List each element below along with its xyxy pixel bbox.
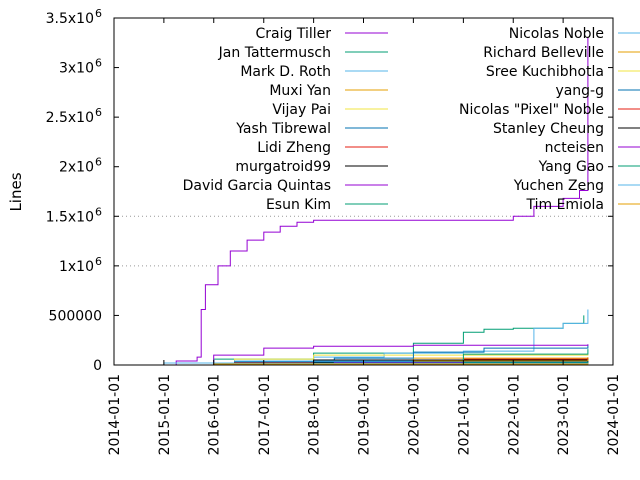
x-tick-label: 2023-01-01 <box>556 374 572 455</box>
legend-label: Esun Kim <box>266 197 331 213</box>
legend-label: Lidi Zheng <box>257 140 331 156</box>
x-tick-label: 2024-01-01 <box>606 374 622 455</box>
legend-label: Sree Kuchibhotla <box>486 64 604 80</box>
series-line <box>171 309 589 366</box>
legend-label: Richard Belleville <box>483 45 604 61</box>
series-line <box>168 37 589 366</box>
y-tick-label: 3.5x10 <box>46 11 94 27</box>
legend-label: Tim Emiola <box>525 197 604 213</box>
legend-label: yang-g <box>555 83 604 99</box>
grid-layer <box>114 215 613 267</box>
y-tick-exponent: 6 <box>95 156 102 169</box>
legend-label: Craig Tiller <box>256 26 332 42</box>
y-tick-label: 500000 <box>49 308 102 324</box>
x-tick-label: 2021-01-01 <box>456 374 472 455</box>
series-layer <box>155 37 589 366</box>
legend-label: David Garcia Quintas <box>183 178 331 194</box>
x-tick-label: 2014-01-01 <box>107 374 123 455</box>
legend-label: Yang Gao <box>538 159 604 175</box>
legend-label: Stanley Cheung <box>493 121 604 137</box>
legend-label: Jan Tattermusch <box>218 45 331 61</box>
legend-label: ncteisen <box>545 140 604 156</box>
x-tick-label: 2017-01-01 <box>257 374 273 455</box>
legend-label: murgatroid99 <box>235 159 331 175</box>
legend-label: Vijay Pai <box>272 102 331 118</box>
legend-label: Mark D. Roth <box>240 64 331 80</box>
legend-label: Muxi Yan <box>269 83 331 99</box>
y-tick-exponent: 6 <box>95 57 102 70</box>
y-tick-exponent: 6 <box>95 205 102 218</box>
y-tick-label: 0 <box>93 358 102 374</box>
y-tick-label: 1x10 <box>59 259 94 275</box>
x-axis: 2014-01-01 2015-01-01 2016-01-01 2017-01-01… <box>107 18 622 455</box>
x-tick-label: 2019-01-01 <box>357 374 373 455</box>
y-tick-label: 1.5x10 <box>46 209 94 225</box>
legend: Craig Tiller Jan Tattermusch Mark D. Roth M… <box>183 26 640 213</box>
x-tick-label: 2022-01-01 <box>506 374 522 455</box>
x-tick-label: 2018-01-01 <box>307 374 323 455</box>
x-tick-label: 2016-01-01 <box>207 374 223 455</box>
legend-label: Nicolas Noble <box>509 26 604 42</box>
series-line <box>163 344 589 366</box>
y-tick-exponent: 6 <box>95 7 102 20</box>
y-axis-title: Lines <box>7 172 25 211</box>
legend-label: Yuchen Zeng <box>513 178 604 194</box>
legend-label: Yash Tibrewal <box>235 121 331 137</box>
legend-label: Nicolas "Pixel" Noble <box>459 102 604 118</box>
x-tick-label: 2015-01-01 <box>157 374 173 455</box>
y-tick-exponent: 6 <box>95 255 102 268</box>
y-tick-label: 2.5x10 <box>46 110 94 126</box>
y-tick-label: 3x10 <box>59 61 94 77</box>
x-tick-label: 2020-01-01 <box>406 374 422 455</box>
y-tick-exponent: 6 <box>95 106 102 119</box>
y-tick-label: 2x10 <box>59 160 94 176</box>
